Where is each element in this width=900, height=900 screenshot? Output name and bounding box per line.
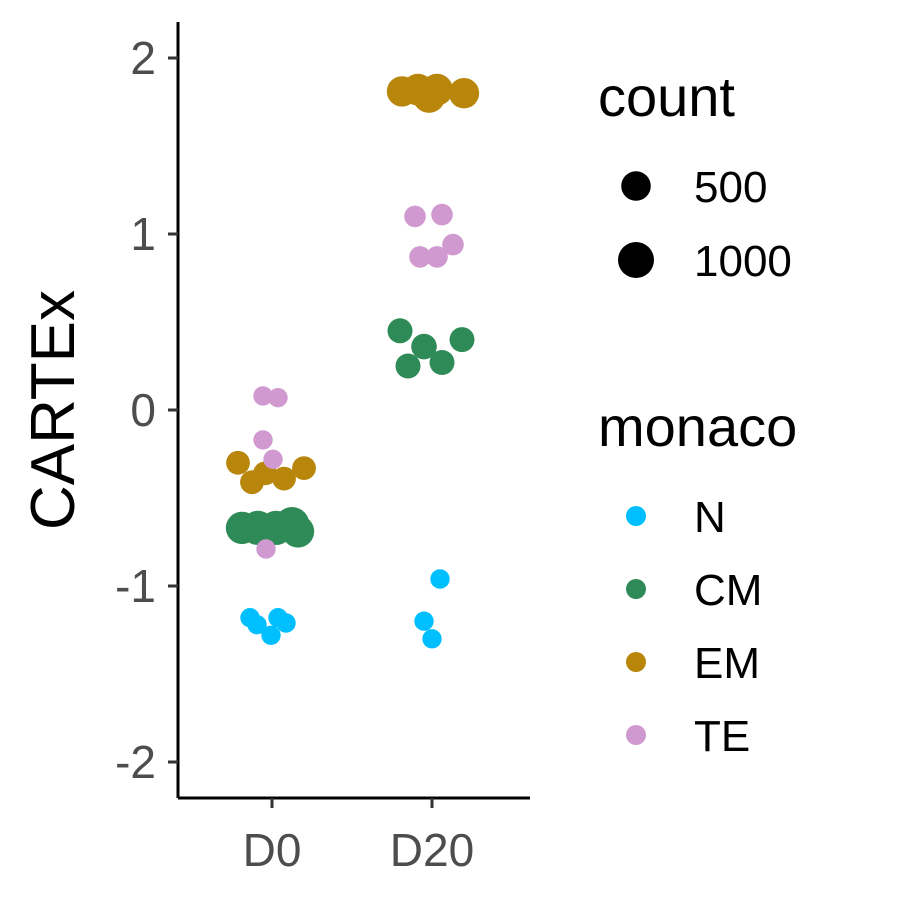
- data-point-te: [268, 388, 288, 408]
- x-tick-label: D20: [390, 824, 474, 876]
- y-tick-label: 1: [130, 208, 156, 260]
- color-legend-key: [626, 652, 646, 672]
- data-point-te: [256, 539, 276, 559]
- data-point-te: [442, 233, 464, 256]
- color-legend-label: TE: [694, 712, 750, 761]
- color-legend-label: N: [694, 493, 726, 542]
- size-legend-title: count: [598, 65, 735, 128]
- data-point-te: [409, 246, 431, 268]
- data-point-n: [414, 611, 434, 631]
- color-legend: monaco N CM EM TE: [598, 395, 797, 761]
- data-point-cm: [449, 327, 475, 353]
- color-legend-label: EM: [694, 639, 760, 688]
- size-legend-key: [621, 171, 651, 201]
- color-legend-key: [626, 725, 646, 745]
- data-point-cm: [281, 515, 315, 548]
- data-point-n: [276, 613, 296, 633]
- data-point-te: [404, 205, 426, 228]
- data-point-n: [422, 629, 442, 649]
- y-tick-label: -2: [115, 736, 156, 788]
- color-legend-label: CM: [694, 566, 762, 615]
- data-point-em: [272, 466, 296, 491]
- size-legend-key: [618, 242, 654, 278]
- data-point-em: [421, 73, 453, 106]
- y-axis-ticks: 2 1 0 -1 -2: [115, 32, 178, 788]
- size-legend-label: 500: [694, 163, 767, 212]
- y-tick-label: 2: [130, 32, 156, 84]
- data-point-em: [226, 450, 250, 475]
- data-point-cm: [387, 318, 413, 344]
- data-point-em: [448, 78, 480, 109]
- data-point-te: [431, 203, 453, 226]
- color-legend-key: [626, 579, 646, 599]
- x-tick-label: D0: [243, 824, 302, 876]
- data-point-em: [292, 456, 316, 480]
- y-tick-label: -1: [115, 560, 156, 612]
- data-point-cm: [395, 353, 421, 379]
- x-axis-ticks: D0 D20: [243, 798, 474, 876]
- data-points: [225, 73, 480, 649]
- size-legend: count 500 1000: [598, 65, 792, 286]
- data-point-te: [263, 449, 283, 469]
- data-point-te: [426, 246, 448, 268]
- y-axis-title: CARTEx: [19, 290, 88, 530]
- data-point-te: [253, 430, 273, 450]
- y-tick-label: 0: [130, 384, 156, 436]
- data-point-n: [430, 569, 450, 589]
- color-legend-key: [626, 506, 646, 526]
- data-point-n: [247, 615, 267, 635]
- data-point-n: [261, 625, 281, 645]
- data-point-cm: [411, 333, 437, 360]
- data-point-cm: [429, 350, 455, 375]
- data-point-te: [253, 386, 273, 406]
- size-legend-label: 1000: [694, 237, 792, 286]
- color-legend-title: monaco: [598, 395, 797, 458]
